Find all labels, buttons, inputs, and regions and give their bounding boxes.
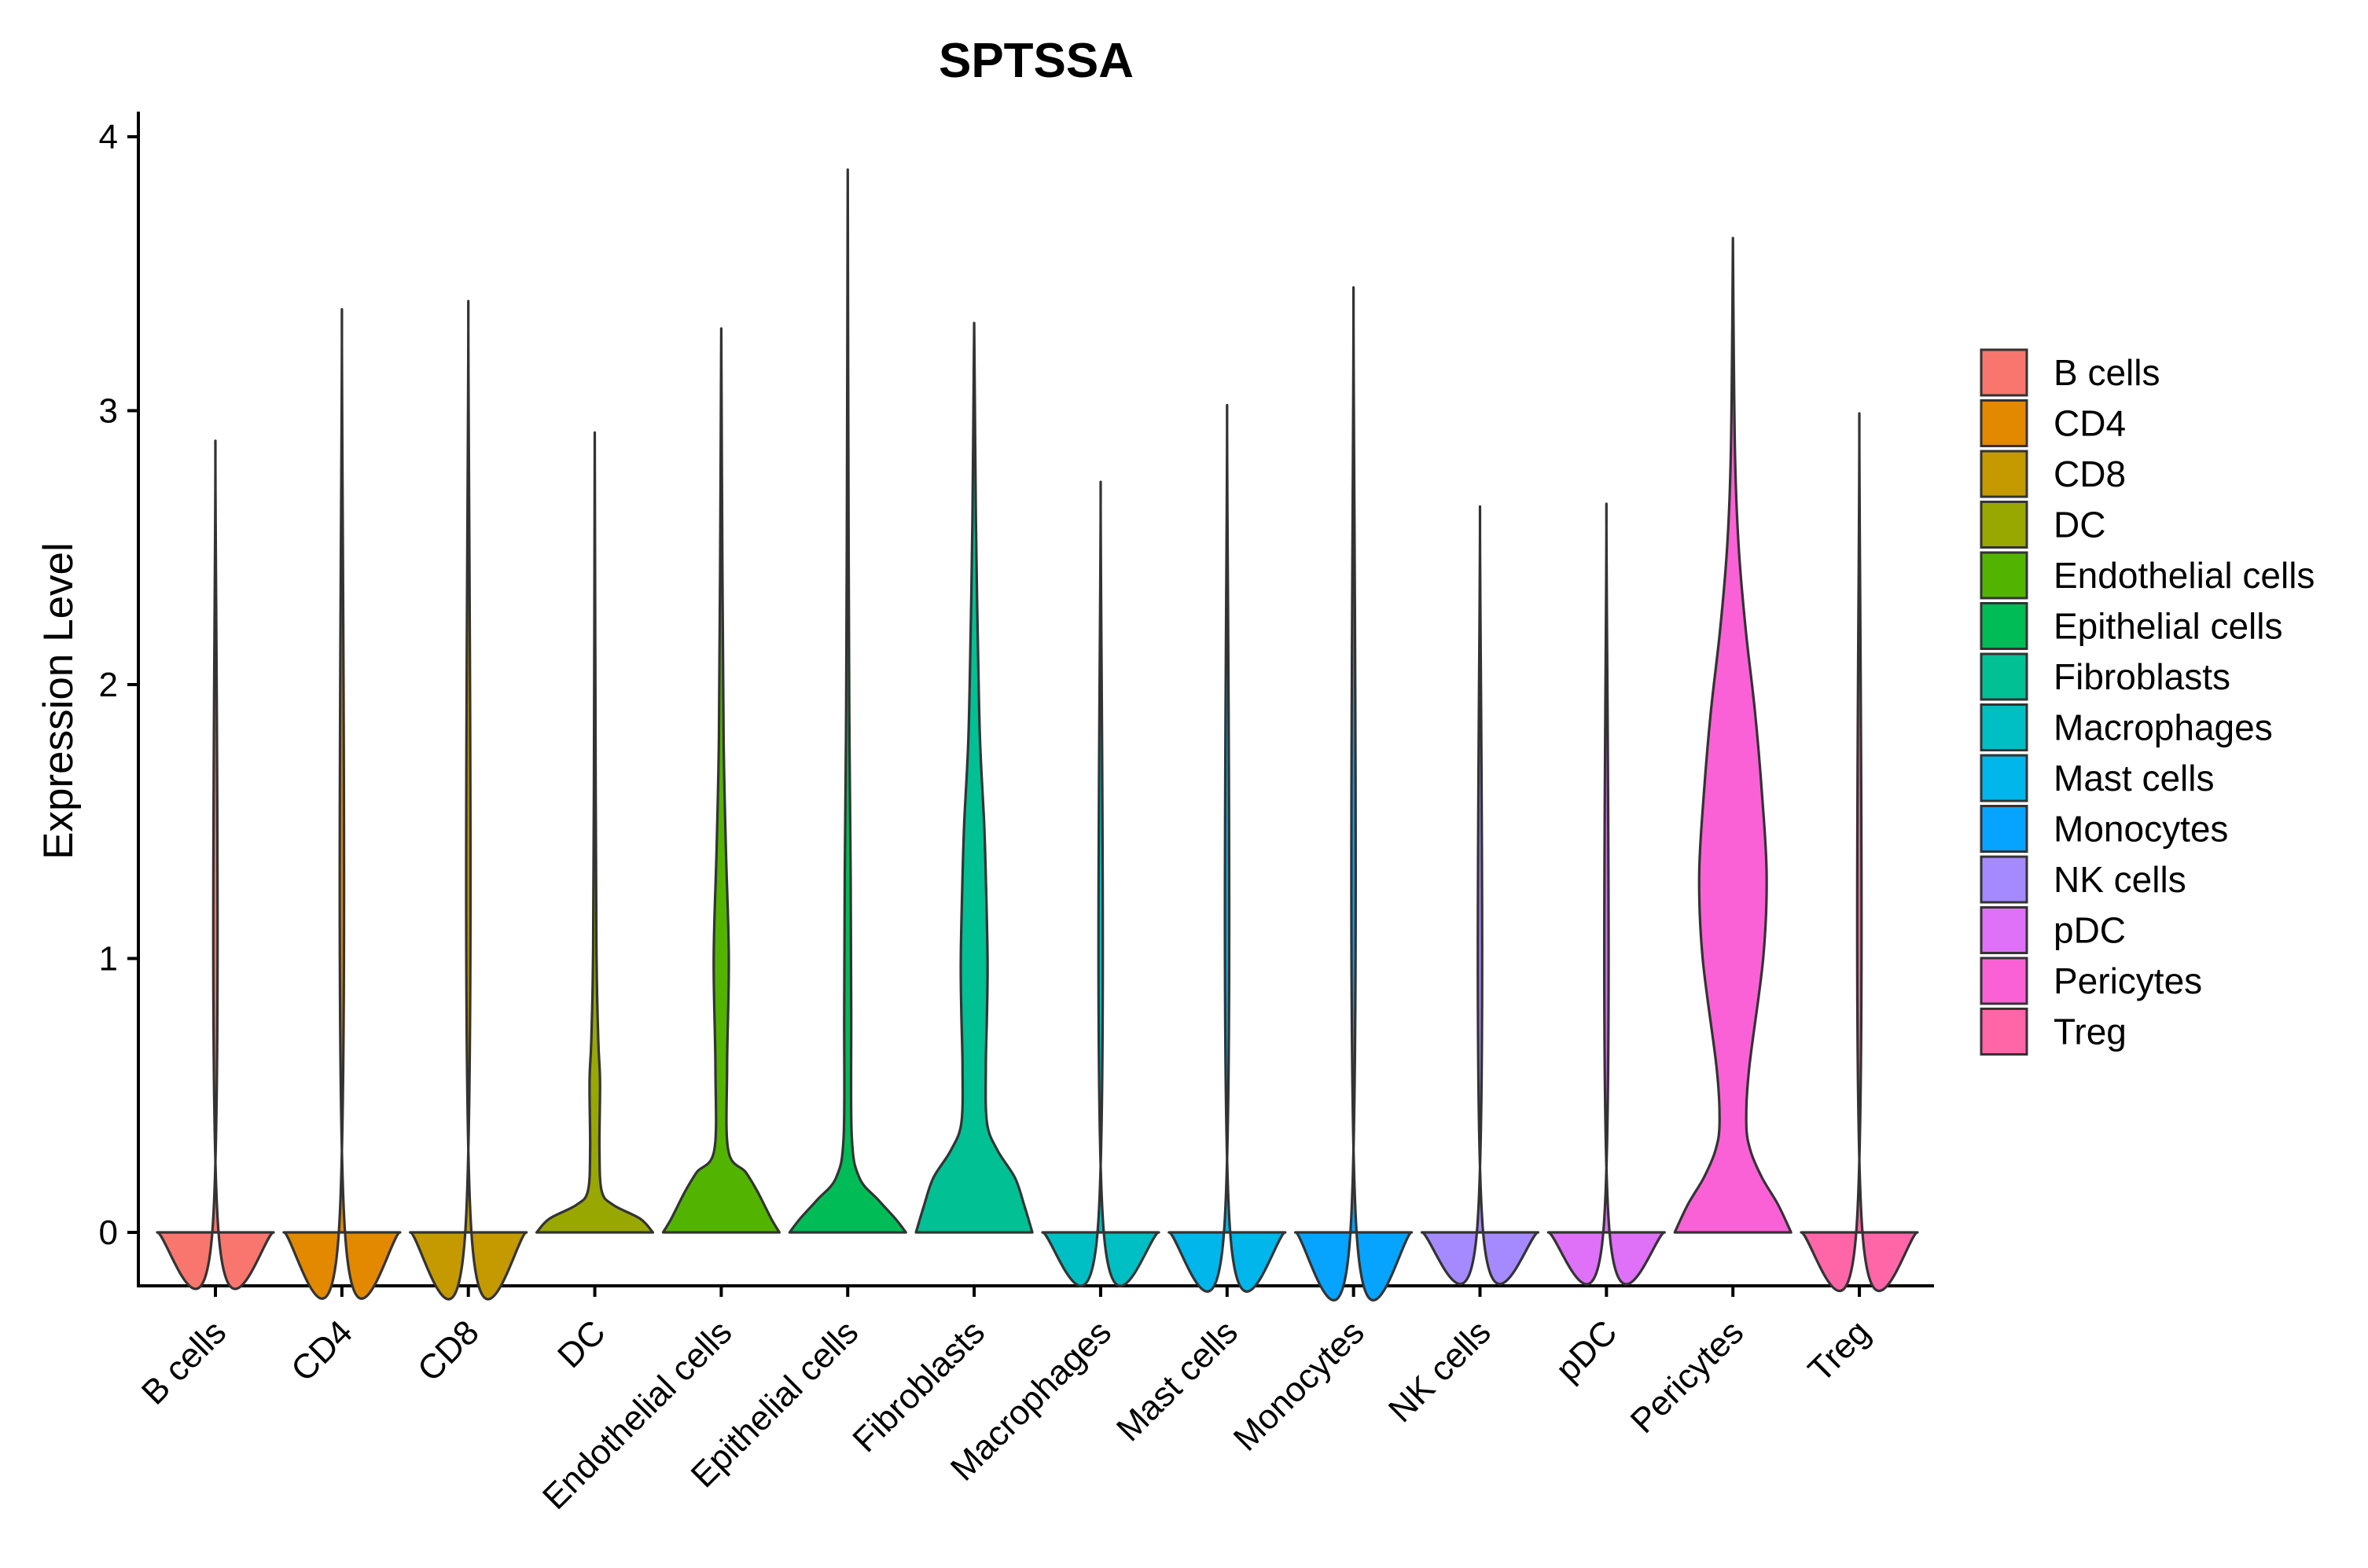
violin-epithelial-cells (788, 168, 907, 1234)
legend-swatch (1980, 703, 2028, 751)
legend-label: Macrophages (2054, 707, 2273, 748)
legend-swatch (1980, 1008, 2028, 1056)
legend-label: Treg (2054, 1012, 2127, 1052)
violin-endothelial-cells (661, 327, 781, 1234)
violin-cd4 (282, 308, 402, 1300)
legend-swatch (1980, 652, 2028, 701)
y-tick-label: 4 (99, 118, 118, 156)
legend-label: Mast cells (2054, 758, 2214, 799)
legend-swatch (1980, 906, 2028, 954)
legend-swatch (1980, 855, 2028, 904)
y-axis-label: Expression Level (35, 542, 82, 860)
violin-pericytes (1673, 237, 1793, 1234)
violin-dc (535, 431, 655, 1234)
legend-label: DC (2054, 505, 2105, 545)
legend-swatch (1980, 399, 2028, 447)
violin-macrophages (1041, 480, 1160, 1287)
legend-label: Monocytes (2054, 809, 2228, 850)
legend-label: B cells (2054, 352, 2160, 393)
violin-treg (1800, 412, 1919, 1292)
violin-monocytes (1294, 286, 1414, 1302)
y-tick-label: 0 (99, 1214, 118, 1252)
legend: B cells CD4 CD8 DC Endothelial cells Epitheli… (1980, 348, 2315, 1056)
y-tick-label: 3 (99, 392, 118, 431)
y-tick-label: 1 (99, 940, 118, 979)
legend-swatch (1980, 602, 2028, 650)
violin-fibroblasts (914, 321, 1034, 1234)
legend-swatch (1980, 805, 2028, 853)
legend-swatch (1980, 957, 2028, 1005)
legend-label: Pericytes (2054, 960, 2202, 1001)
legend-label: NK cells (2054, 859, 2186, 900)
legend-label: Epithelial cells (2054, 606, 2282, 647)
y-tick-label: 2 (99, 666, 118, 704)
violin-pdc (1546, 502, 1666, 1286)
legend-label: Endothelial cells (2054, 555, 2315, 596)
legend-label: CD4 (2054, 403, 2126, 444)
violin-mast-cells (1167, 403, 1287, 1293)
legend-label: Fibroblasts (2054, 656, 2230, 697)
legend-label: pDC (2054, 910, 2126, 951)
legend-swatch (1980, 754, 2028, 802)
legend-swatch (1980, 450, 2028, 498)
chart-title: SPTSSA (939, 34, 1134, 88)
violin-cd8 (409, 299, 528, 1301)
legend-label: CD8 (2054, 454, 2126, 494)
violin-nk-cells (1420, 505, 1540, 1286)
violin-b-cells (156, 439, 275, 1291)
legend-swatch (1980, 348, 2028, 397)
legend-swatch (1980, 551, 2028, 600)
legend-swatch (1980, 501, 2028, 549)
